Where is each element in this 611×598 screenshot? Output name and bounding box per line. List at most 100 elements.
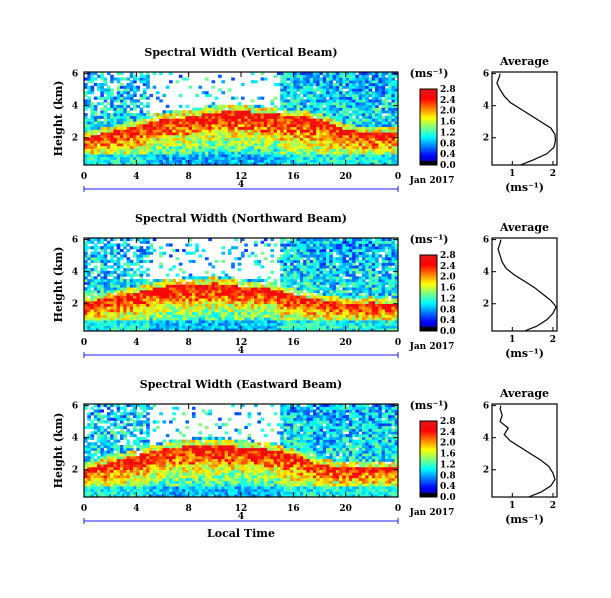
heatmap-cell xyxy=(93,314,98,318)
heatmap-cell xyxy=(322,123,327,128)
heatmap-cell xyxy=(365,115,369,119)
heatmap-cell xyxy=(254,113,258,117)
heatmap-cell xyxy=(286,270,291,274)
heatmap-cell xyxy=(205,159,209,163)
heatmap-cell xyxy=(306,268,311,272)
heatmap-cell xyxy=(119,110,124,114)
heatmap-cell xyxy=(316,145,320,149)
heatmap-cell xyxy=(352,273,356,277)
heatmap-cell xyxy=(129,303,134,307)
heatmap-cell xyxy=(244,281,248,285)
heatmap-cell xyxy=(378,80,382,84)
colorbar-swatch xyxy=(420,111,437,115)
heatmap-cell xyxy=(241,148,245,152)
heatmap-cell xyxy=(123,159,127,163)
heatmap-cell xyxy=(182,309,186,313)
heatmap-cell xyxy=(175,281,180,285)
heatmap-cell xyxy=(129,314,134,318)
heatmap-cell xyxy=(152,281,157,285)
heatmap-cell xyxy=(208,104,212,108)
colorbar-swatch xyxy=(420,115,437,118)
heatmap-cell xyxy=(231,154,235,158)
heatmap-cell xyxy=(326,107,330,111)
heatmap-cell xyxy=(312,151,317,155)
heatmap-cell xyxy=(123,88,127,92)
heatmap-cell xyxy=(198,281,203,285)
heatmap-cell xyxy=(250,154,255,158)
heatmap-cell xyxy=(378,96,382,100)
heatmap-cell xyxy=(146,268,150,272)
heatmap-cell xyxy=(90,259,95,263)
heatmap-cell xyxy=(348,287,353,291)
heatmap-cell xyxy=(110,118,114,122)
heatmap-cell xyxy=(306,151,311,155)
heatmap-cell xyxy=(211,148,216,152)
heatmap-cell xyxy=(87,88,91,92)
heatmap-cell xyxy=(169,295,173,299)
heatmap-cell xyxy=(169,300,173,304)
heatmap-cell xyxy=(293,320,297,324)
heatmap-cell xyxy=(205,129,209,133)
heatmap-cell xyxy=(237,102,242,106)
heatmap-cell xyxy=(286,298,291,302)
heatmap-cell xyxy=(172,143,176,147)
heatmap-cell xyxy=(178,311,183,315)
heatmap-cell xyxy=(247,162,252,166)
heatmap-cell xyxy=(352,121,356,125)
heatmap-cell xyxy=(182,140,186,144)
heatmap-cell xyxy=(358,159,363,163)
heatmap-cell xyxy=(116,328,121,332)
heatmap-cell xyxy=(335,303,340,307)
heatmap-cell xyxy=(276,259,281,263)
heatmap-cell xyxy=(322,132,327,136)
heatmap-cell xyxy=(211,295,216,299)
heatmap-cell xyxy=(257,328,261,332)
heatmap-cell xyxy=(303,320,307,324)
heatmap-cell xyxy=(185,311,190,315)
heatmap-cell xyxy=(231,279,235,283)
heatmap-cell xyxy=(169,80,173,84)
heatmap-cell xyxy=(100,110,104,114)
heatmap-cell xyxy=(332,303,337,307)
heatmap-cell xyxy=(133,273,137,277)
heatmap-cell xyxy=(257,314,261,318)
heatmap-cell xyxy=(123,279,127,283)
heatmap-cell xyxy=(375,143,379,147)
heatmap-cell xyxy=(286,248,291,253)
heatmap-cell xyxy=(136,121,140,125)
heatmap-cell xyxy=(388,104,392,108)
heatmap-cell xyxy=(348,140,353,144)
heatmap-cell xyxy=(375,134,379,138)
heatmap-cell xyxy=(312,248,317,253)
heatmap-cell xyxy=(290,298,294,302)
heatmap-cell xyxy=(188,154,193,158)
heatmap-cell xyxy=(352,257,356,261)
heatmap-cell xyxy=(175,123,180,128)
heatmap-cell xyxy=(286,259,291,263)
heatmap-cell xyxy=(100,311,104,315)
heatmap-cell xyxy=(103,320,108,324)
heatmap-cell xyxy=(309,295,314,299)
heatmap-cell xyxy=(303,254,307,258)
heatmap-cell xyxy=(142,317,147,321)
heatmap-cell xyxy=(214,113,219,117)
heatmap-cell xyxy=(280,143,284,147)
heatmap-cell xyxy=(286,268,291,272)
heatmap-cell xyxy=(276,129,281,133)
heatmap-cell xyxy=(312,148,317,152)
heatmap-cell xyxy=(290,270,294,274)
heatmap-cell xyxy=(293,110,297,114)
heatmap-cell xyxy=(296,162,301,166)
heatmap-cell xyxy=(237,143,242,147)
heatmap-cell xyxy=(185,156,190,160)
heatmap-cell xyxy=(326,300,330,304)
heatmap-cell xyxy=(247,126,252,130)
heatmap-cell xyxy=(116,123,121,128)
heatmap-cell xyxy=(139,322,144,326)
heatmap-cell xyxy=(155,143,160,147)
heatmap-cell xyxy=(263,154,268,158)
heatmap-cell xyxy=(306,107,311,111)
heatmap-cell xyxy=(316,151,320,155)
heatmap-cell xyxy=(388,121,392,125)
heatmap-cell xyxy=(293,303,297,307)
